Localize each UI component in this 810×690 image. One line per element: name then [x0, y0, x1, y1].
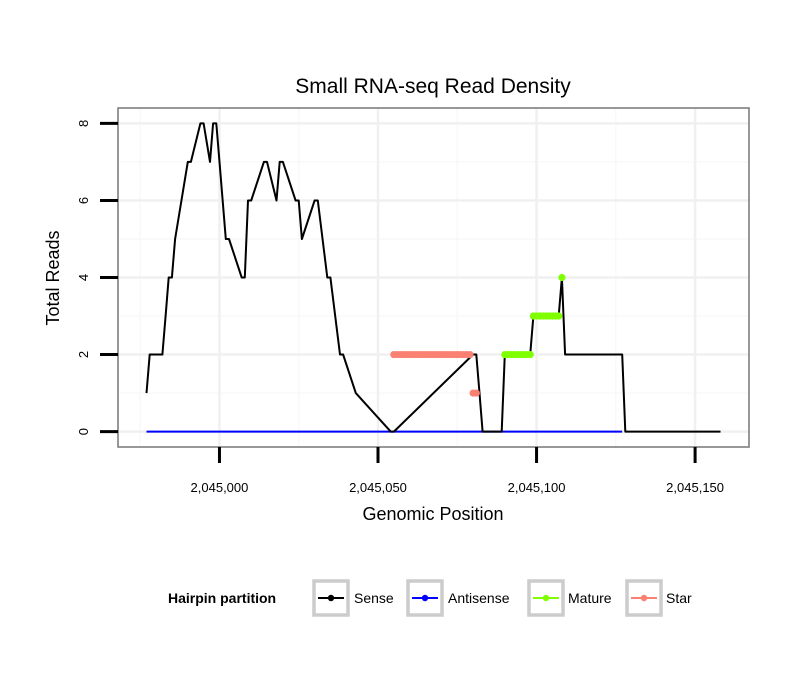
legend-label-antisense: Antisense — [448, 590, 510, 606]
y-tick-label: 4 — [76, 274, 91, 281]
legend-label-sense: Sense — [354, 590, 394, 606]
y-tick-label: 0 — [76, 428, 91, 435]
legend-point-antisense — [421, 594, 429, 602]
chart-title: Small RNA-seq Read Density — [295, 75, 571, 98]
legend-point-mature — [542, 594, 550, 602]
legend-label-star: Star — [666, 590, 692, 606]
series-star-point — [466, 350, 474, 359]
legend-point-sense — [327, 594, 335, 602]
x-tick-label: 2,045,050 — [349, 480, 407, 495]
series-star-point — [472, 389, 480, 397]
y-axis-title: Total Reads — [43, 230, 63, 325]
x-axis: 2,045,000 2,045,050 2,045,100 2,045,150 — [191, 447, 724, 495]
x-tick-label: 2,045,150 — [666, 480, 724, 495]
y-tick-label: 2 — [76, 351, 91, 358]
series-mature-point — [558, 273, 566, 282]
legend-label-mature: Mature — [568, 590, 612, 606]
legend-point-star — [640, 594, 648, 602]
legend-title: Hairpin partition — [168, 590, 276, 606]
series-sense-line — [145, 122, 721, 433]
legend: Hairpin partition Sense Antisense Mature St… — [168, 579, 692, 617]
x-tick-label: 2,045,100 — [508, 480, 566, 495]
series-layer — [145, 122, 721, 433]
y-axis: 0 2 4 6 8 — [76, 120, 118, 435]
series-mature-point — [526, 350, 534, 359]
y-tick-label: 6 — [76, 197, 91, 204]
series-mature-point — [555, 312, 563, 320]
x-tick-label: 2,045,000 — [191, 480, 249, 495]
y-tick-label: 8 — [76, 120, 91, 127]
x-axis-title: Genomic Position — [362, 504, 503, 524]
